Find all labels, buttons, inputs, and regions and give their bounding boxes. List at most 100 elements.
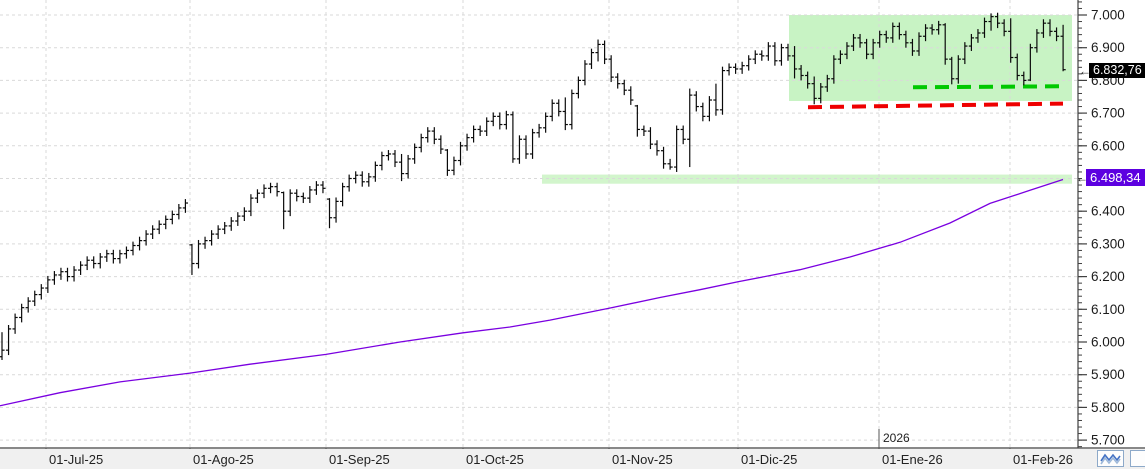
ohlc-bar <box>693 91 699 112</box>
ohlc-bar <box>746 55 752 71</box>
ohlc-bar <box>143 230 149 246</box>
ohlc-bar <box>464 133 470 151</box>
ohlc-bar <box>398 153 405 182</box>
ohlc-bar <box>824 74 830 92</box>
ohlc-bar <box>228 217 234 231</box>
ohlc-bar <box>660 146 667 169</box>
x-axis-label: 01-Oct-25 <box>466 452 524 467</box>
zigzag-chart-button[interactable] <box>1097 450 1124 467</box>
ohlc-bar <box>326 198 333 229</box>
ohlc-bar <box>503 110 509 130</box>
ohlc-bar <box>202 236 208 249</box>
ohlc-bar <box>588 48 595 69</box>
ohlc-bar <box>51 271 57 285</box>
moving-average-line <box>0 178 1064 407</box>
last-price-tag: 6.832,76 <box>1089 63 1145 78</box>
ohlc-bar <box>936 20 942 35</box>
ohlc-bar <box>719 66 726 115</box>
ohlc-bar <box>543 112 549 133</box>
ohlc-bar <box>1008 18 1014 63</box>
ohlc-bar <box>850 33 857 51</box>
dashed-support-lines <box>807 84 1064 110</box>
y-tick-label: 6.700 <box>1091 106 1125 121</box>
ohlc-bar <box>1040 19 1047 38</box>
ma-price-arrow-icon: ← <box>1076 171 1088 185</box>
ohlc-bar <box>968 33 974 51</box>
ohlc-bar <box>320 181 326 194</box>
ohlc-bar <box>955 55 961 84</box>
ohlc-bar <box>156 220 162 235</box>
x-axis-label: 01-Sep-25 <box>329 452 390 467</box>
ohlc-bar <box>667 158 673 170</box>
ohlc-bar <box>733 63 739 74</box>
ohlc-bar <box>287 189 293 217</box>
x-axis-label: 01-Dic-25 <box>741 452 798 467</box>
ohlc-bar <box>19 303 25 323</box>
ohlc-bar <box>117 249 123 264</box>
ohlc-bar <box>32 290 38 307</box>
ohlc-bar <box>71 266 77 282</box>
ohlc-bar <box>556 99 562 117</box>
ohlc-bar <box>222 221 228 235</box>
ohlc-bar <box>516 135 523 164</box>
ohlc-bar <box>346 174 352 192</box>
partial-toolbar-button[interactable] <box>1130 450 1145 467</box>
y-tick-label: 7.000 <box>1091 8 1125 23</box>
ohlc-bar <box>713 83 719 116</box>
y-tick-label: 6.000 <box>1091 335 1125 350</box>
ohlc-bar <box>602 40 608 65</box>
ohlc-bar <box>844 42 850 60</box>
ohlc-bar <box>379 151 385 171</box>
ohlc-bar <box>353 171 359 184</box>
ohlc-bar <box>58 267 64 280</box>
ohlc-bar <box>418 133 424 153</box>
ohlc-bar <box>575 76 581 99</box>
ohlc-bar <box>700 102 706 122</box>
ohlc-bar <box>136 236 143 251</box>
ohlc-bar <box>405 154 411 179</box>
ohlc-bar <box>444 149 450 176</box>
ohlc-bar <box>752 50 758 65</box>
ohlc-bar <box>687 88 693 168</box>
ohlc-bar <box>582 60 588 86</box>
ohlc-bar <box>215 225 221 239</box>
ohlc-bar <box>608 55 614 83</box>
ohlc-bar <box>366 172 372 187</box>
ohlc-bar <box>130 241 136 256</box>
ohlc-bar <box>1034 29 1040 53</box>
ohlc-bar <box>536 123 542 138</box>
ohlc-bar <box>0 332 5 360</box>
ohlc-bar <box>189 243 195 275</box>
ohlc-bar <box>248 194 254 217</box>
ohlc-bar <box>778 43 785 66</box>
ohlc-bar <box>431 127 437 145</box>
ohlc-bar <box>870 38 876 60</box>
ohlc-bar <box>837 50 843 65</box>
ohlc-bar <box>706 96 712 122</box>
ohlc-bar <box>307 186 313 204</box>
ohlc-bar <box>209 230 215 246</box>
ohlc-bar <box>477 125 483 136</box>
ohlc-bar <box>549 99 555 122</box>
ohlc-bar <box>340 182 346 207</box>
ohlc-bar <box>916 32 922 56</box>
ohlc-bar <box>641 125 647 136</box>
ohlc-bar <box>64 267 71 282</box>
ohlc-bar <box>562 97 568 131</box>
ohlc-bar <box>163 215 169 230</box>
ohlc-bar <box>569 89 575 130</box>
ohlc-bar <box>241 207 247 222</box>
ohlc-bar <box>909 38 916 56</box>
ohlc-bar <box>726 63 732 76</box>
ohlc-bar <box>451 156 457 176</box>
x-axis-label: 01-Nov-25 <box>612 452 673 467</box>
ohlc-bar <box>831 55 837 84</box>
ohlc-bar <box>995 12 1001 29</box>
price-bars <box>0 12 1066 360</box>
x-axis-label: 01-Ago-25 <box>193 452 254 467</box>
ohlc-bar <box>412 143 418 164</box>
ohlc-bar <box>523 135 529 159</box>
y-tick-label: 5.900 <box>1091 367 1125 382</box>
ohlc-bar <box>91 256 97 269</box>
